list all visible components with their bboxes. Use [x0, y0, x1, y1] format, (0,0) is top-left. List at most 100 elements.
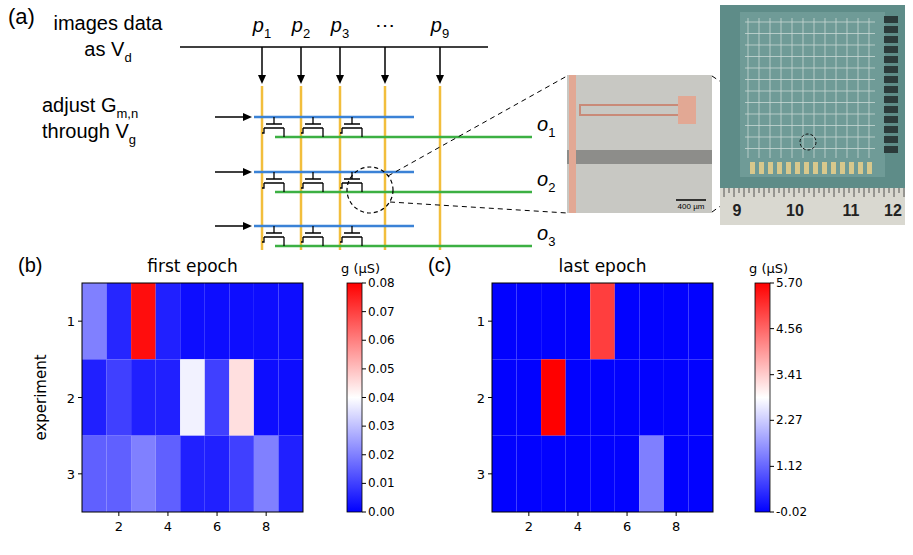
label-sub: 3: [548, 234, 555, 249]
heat-cell: [229, 359, 254, 435]
transistor: [340, 226, 362, 246]
panel-label: (c): [428, 254, 451, 276]
figure: (a)images dataas Vdadjust Gm,nthrough Vg…: [0, 0, 913, 555]
ruler-tick: [829, 188, 830, 193]
colorbar-tick: [362, 454, 366, 455]
ruler-tick: [754, 188, 755, 197]
heatmap-panel: 2468123last epoch(c)-0.021.122.273.414.5…: [428, 254, 807, 534]
heat-cell: [82, 436, 107, 512]
y-tick-label: 1: [67, 314, 75, 329]
photo-grid: [745, 137, 875, 138]
heat-cell: [107, 436, 132, 512]
heat-cell: [492, 436, 517, 512]
photo-pad: [884, 36, 898, 43]
label: o2: [537, 168, 555, 195]
photo-pad: [884, 86, 898, 93]
arrow-head: [381, 75, 389, 84]
heat-cell: [664, 283, 689, 359]
arrow-shaft: [215, 171, 243, 173]
ruler-tick: [874, 188, 875, 197]
scale-label: 400 µm: [678, 202, 705, 211]
label-main: o: [537, 168, 548, 190]
heatmap-panel: 2468123experimentfirst epoch(b)0.000.010…: [18, 254, 395, 534]
label-sub: 1: [548, 125, 555, 140]
photo-grid: [745, 33, 875, 34]
heat-cell: [82, 359, 107, 435]
heat-cell: [590, 283, 615, 359]
ruler-tick: [859, 188, 860, 193]
heat-cell: [492, 283, 517, 359]
y-tick: [78, 473, 82, 474]
device-photo: 9101112: [720, 5, 905, 225]
photo-grid: [745, 114, 875, 115]
zoom-line: [390, 202, 567, 213]
heat-cell: [254, 436, 279, 512]
photo-substrate: [740, 12, 885, 177]
output-line: [275, 245, 532, 248]
label-main: o: [537, 113, 548, 135]
arrow-shaft: [384, 47, 386, 75]
photo-grid: [745, 148, 875, 149]
photo-grid: [745, 79, 875, 80]
heat-cell: [205, 436, 230, 512]
ruler-tick: [879, 188, 880, 193]
colorbar-tick: [770, 328, 774, 329]
x-tick: [627, 512, 628, 516]
heat-cell: [278, 283, 303, 359]
colorbar-tick-label: 2.27: [776, 413, 803, 427]
photo-pad: [786, 162, 791, 174]
colorbar-tick-label: 0.06: [368, 333, 395, 347]
x-tick-label: 6: [623, 519, 631, 534]
label-sub: 2: [303, 26, 310, 41]
heat-cell: [517, 359, 542, 435]
colorbar-tick: [770, 512, 774, 513]
heat-cell: [254, 359, 279, 435]
transistor: [262, 226, 284, 246]
photo-pad: [804, 162, 809, 174]
panel-label: (b): [18, 254, 42, 276]
photo-pad: [795, 162, 800, 174]
micrograph-band: [567, 150, 712, 164]
ruler-tick: [809, 188, 810, 193]
colorbar-tick-label: 5.70: [776, 276, 803, 290]
micrograph-electrode: [580, 105, 680, 115]
output-line: [275, 136, 532, 139]
ruler-tick: [774, 188, 775, 197]
heat-cell: [639, 283, 664, 359]
arrow-shaft: [215, 116, 243, 118]
panel-title: first epoch: [147, 256, 237, 276]
ruler-label: 12: [884, 202, 902, 219]
label: p2: [291, 14, 310, 41]
ruler-tick: [794, 188, 795, 197]
transistor: [262, 172, 284, 192]
heat-cell: [205, 359, 230, 435]
heat-cell: [664, 436, 689, 512]
heat-cell: [205, 283, 230, 359]
panel-title: last epoch: [559, 256, 647, 276]
heat-cell: [590, 436, 615, 512]
x-tick: [577, 512, 578, 516]
arrow-shaft: [339, 47, 341, 75]
label-sub: 3: [342, 26, 349, 41]
y-tick: [488, 397, 492, 398]
row-line: [254, 116, 414, 119]
heat-cell: [566, 359, 591, 435]
photo-grid: [745, 56, 875, 57]
heat-cell: [615, 283, 640, 359]
colorbar-tick-label: 0.05: [368, 362, 395, 376]
heat-cell: [229, 436, 254, 512]
label: ⋯: [375, 14, 395, 36]
heat-cell: [590, 359, 615, 435]
output-line: [275, 191, 532, 194]
label-main: p: [291, 14, 303, 36]
ruler-tick: [724, 188, 725, 197]
colorbar-tick: [770, 374, 774, 375]
heat-cell: [278, 436, 303, 512]
ruler-tick: [734, 188, 735, 197]
ruler-label: 9: [733, 202, 742, 219]
colorbar-tick: [362, 397, 366, 398]
arrow-head: [243, 168, 252, 176]
ruler-tick: [834, 188, 835, 197]
x-tick-label: 2: [115, 519, 123, 534]
colorbar-tick: [362, 512, 366, 513]
